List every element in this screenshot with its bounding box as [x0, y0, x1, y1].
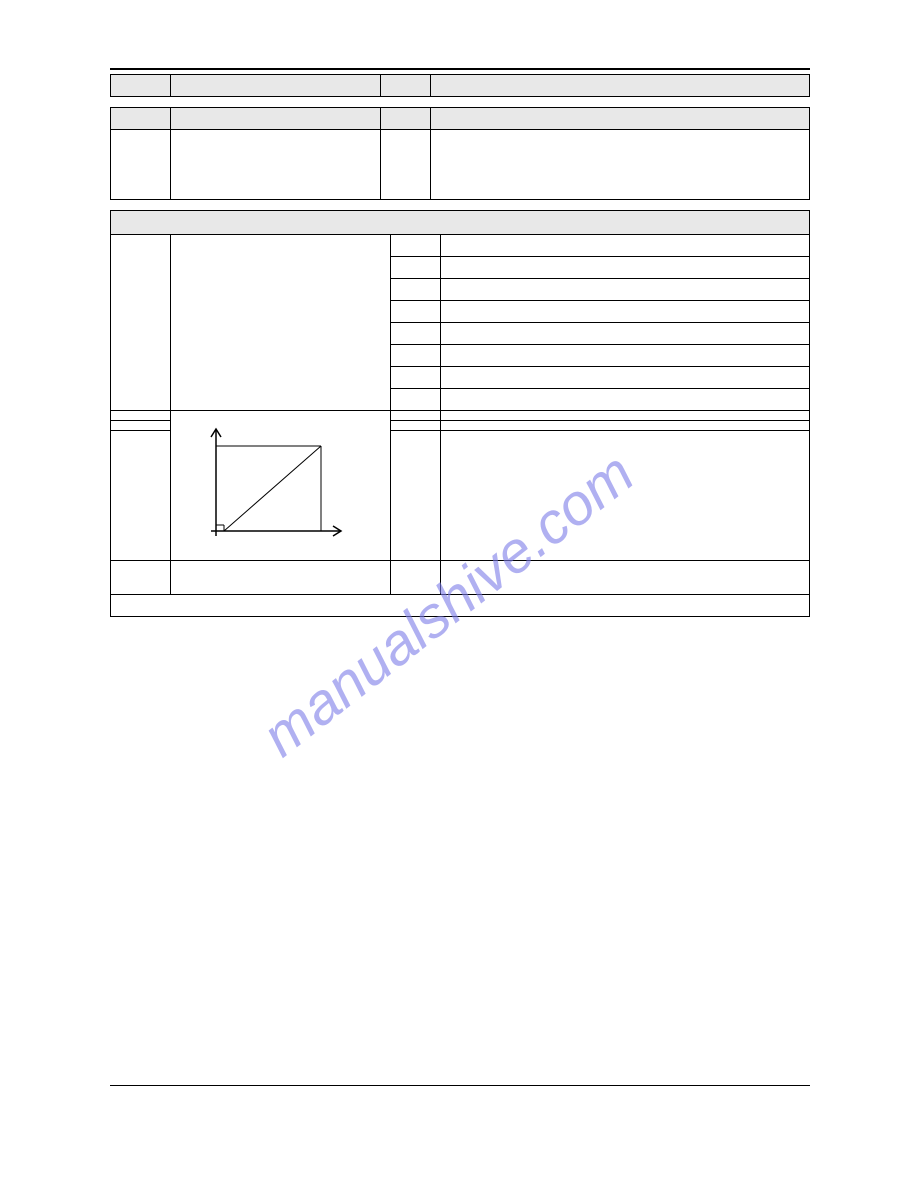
t3-c1 [111, 235, 171, 411]
t3-thin-row-0 [111, 411, 810, 421]
t3-header-cell [111, 211, 810, 235]
t1-h1 [111, 75, 171, 97]
t3-thin0-c3 [391, 411, 441, 421]
t3-chart-c4 [441, 431, 810, 561]
t2-b2 [171, 130, 381, 200]
t3-bottom-row-1 [111, 595, 810, 617]
t3-r2-c4 [441, 279, 810, 301]
t3-r1-c4 [441, 257, 810, 279]
t3-bottom-row-0 [111, 561, 810, 595]
t3-b0-c4 [441, 561, 810, 595]
t3-r6-c3 [391, 367, 441, 389]
table-1-header-row [111, 75, 810, 97]
t3-r6-c4 [441, 367, 810, 389]
t1-h3 [381, 75, 431, 97]
bottom-rule [110, 1085, 810, 1086]
t3-r5-c3 [391, 345, 441, 367]
t3-r7-c3 [391, 389, 441, 411]
t3-chart-cell [171, 411, 391, 561]
table-2-header-row [111, 108, 810, 130]
table-1 [110, 74, 810, 97]
t3-detail-row-0 [111, 235, 810, 257]
t3-thin0-c4 [441, 411, 810, 421]
t2-h4 [431, 108, 810, 130]
t3-r3-c3 [391, 301, 441, 323]
t2-b1 [111, 130, 171, 200]
t3-b0-c2 [171, 561, 391, 595]
t3-r4-c4 [441, 323, 810, 345]
t3-thin0-c1 [111, 411, 171, 421]
t1-h4 [431, 75, 810, 97]
t2-b3 [381, 130, 431, 200]
t1-h2 [171, 75, 381, 97]
page-content [110, 68, 810, 627]
t2-b4 [431, 130, 810, 200]
t3-thin1-c1 [111, 421, 171, 431]
table-2-body-row [111, 130, 810, 200]
t3-r2-c3 [391, 279, 441, 301]
t3-chart-c3 [391, 431, 441, 561]
t3-r5-c4 [441, 345, 810, 367]
t3-c2 [171, 235, 391, 411]
t2-h2 [171, 108, 381, 130]
table-3 [110, 210, 810, 617]
t3-r0-c4 [441, 235, 810, 257]
t3-thin1-c4 [441, 421, 810, 431]
table-2 [110, 107, 810, 200]
t2-h1 [111, 108, 171, 130]
t3-chart-c1 [111, 431, 171, 561]
t3-r1-c3 [391, 257, 441, 279]
table-3-header [111, 211, 810, 235]
t3-r3-c4 [441, 301, 810, 323]
top-rule [110, 68, 810, 70]
t3-b0-c1 [111, 561, 171, 595]
t3-b0-c3 [391, 561, 441, 595]
t3-r4-c3 [391, 323, 441, 345]
t3-r7-c4 [441, 389, 810, 411]
t3-thin1-c3 [391, 421, 441, 431]
t3-r0-c3 [391, 235, 441, 257]
t3-b1-full [111, 595, 810, 617]
t2-h3 [381, 108, 431, 130]
line-chart [191, 421, 371, 551]
